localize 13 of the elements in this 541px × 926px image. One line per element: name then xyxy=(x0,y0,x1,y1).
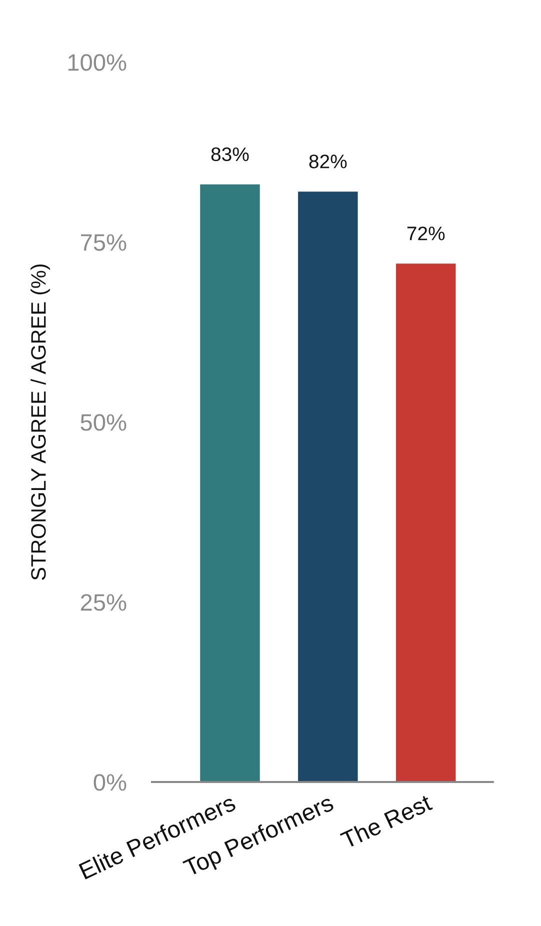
y-tick-label: 0% xyxy=(94,774,126,791)
y-tick-label: 75% xyxy=(80,234,126,251)
y-tick-label: 100% xyxy=(68,54,126,71)
y-axis-title: STRONGLY AGREE / AGREE (%) xyxy=(30,264,50,580)
y-tick-label: 25% xyxy=(80,594,126,611)
bar xyxy=(200,184,260,782)
data-label: 83% xyxy=(211,147,249,162)
data-label: 82% xyxy=(309,154,347,168)
y-tick-label: 50% xyxy=(80,414,126,431)
bar xyxy=(396,264,456,782)
bar xyxy=(298,192,358,782)
data-label: 72% xyxy=(407,226,445,240)
x-tick-label: The Rest xyxy=(340,793,434,850)
